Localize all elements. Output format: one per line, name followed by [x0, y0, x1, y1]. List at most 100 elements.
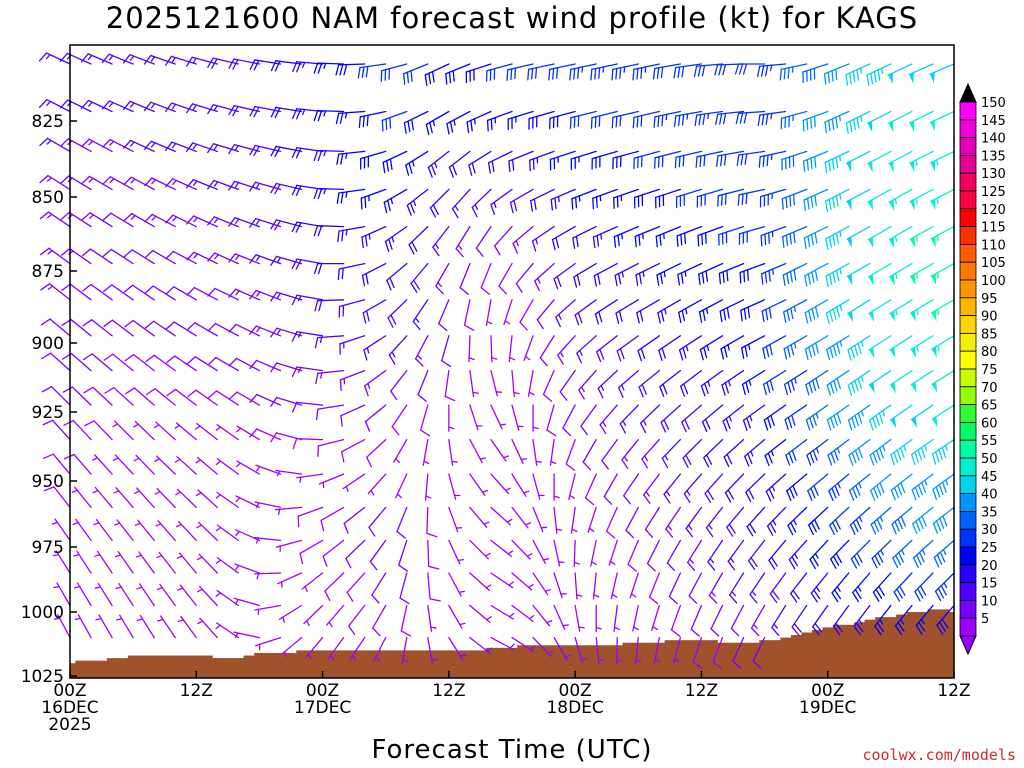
- wind-barb: [102, 176, 134, 191]
- wind-barb: [867, 110, 892, 133]
- surface-column: [369, 650, 382, 678]
- wind-barb: [534, 262, 555, 292]
- wind-barb: [448, 539, 464, 565]
- wind-barb: [850, 539, 871, 569]
- wind-barb: [73, 550, 92, 574]
- wind-barb: [846, 225, 871, 248]
- wind-barb: [468, 335, 475, 363]
- wind-barb: [114, 551, 134, 574]
- wind-barb: [427, 572, 441, 602]
- wind-barb: [752, 636, 766, 669]
- wind-barb: [315, 369, 345, 385]
- wind-barb: [427, 150, 450, 178]
- wind-barb: [486, 110, 513, 132]
- wind-barb: [736, 150, 766, 166]
- wind-barb: [627, 539, 639, 572]
- wind-barb: [867, 188, 892, 211]
- wind-barb: [471, 188, 492, 218]
- wind-barb: [40, 283, 71, 301]
- wind-barb: [144, 320, 176, 337]
- wind-barb: [868, 335, 892, 359]
- wind-barb: [591, 150, 618, 170]
- wind-barb: [249, 217, 282, 228]
- plot-area-frame: [69, 44, 955, 679]
- wind-barb: [932, 473, 955, 500]
- wind-barb: [317, 438, 345, 457]
- wind-barb: [463, 299, 475, 331]
- wind-barb: [412, 299, 429, 331]
- surface-column: [70, 663, 76, 678]
- surface-column: [759, 640, 771, 678]
- wind-barb: [448, 572, 465, 597]
- wind-barb: [195, 489, 218, 509]
- wind-barb: [641, 438, 660, 469]
- x-tick-label: 19DEC: [799, 698, 856, 718]
- y-tick-label: 975: [32, 538, 64, 558]
- wind-barb: [784, 404, 808, 431]
- wind-barb: [685, 506, 703, 538]
- colorbar-swatch: [959, 297, 977, 316]
- wind-barb: [847, 404, 871, 431]
- wind-barb: [888, 225, 913, 249]
- wind-barb: [253, 572, 282, 580]
- wind-barb: [574, 299, 597, 326]
- wind-barb: [249, 359, 282, 372]
- wind-barb: [475, 225, 492, 257]
- colorbar-swatch: [959, 600, 977, 619]
- wind-barb: [804, 262, 829, 287]
- colorbar-label: 105: [981, 256, 1006, 271]
- wind-barb: [656, 262, 682, 286]
- wind-barb: [432, 225, 450, 257]
- wind-barb: [572, 225, 597, 249]
- wind-barb: [578, 369, 597, 400]
- surface-column: [422, 650, 434, 678]
- wind-barb: [824, 63, 850, 85]
- wind-barb: [532, 506, 548, 533]
- wind-barb: [270, 362, 303, 373]
- wind-barb: [92, 454, 113, 475]
- wind-barb: [490, 404, 507, 430]
- wind-barb: [122, 54, 155, 65]
- wind-barb: [207, 179, 240, 191]
- wind-barb: [615, 299, 639, 324]
- wind-barb: [756, 63, 787, 78]
- wind-barb: [741, 369, 766, 396]
- wind-barb: [845, 63, 871, 86]
- wind-barb: [614, 262, 639, 287]
- wind-barb: [83, 386, 113, 406]
- wind-barb: [611, 63, 639, 81]
- x-tick-label: 00Z: [53, 681, 86, 701]
- wind-barb: [104, 387, 134, 406]
- wind-barb: [361, 262, 387, 287]
- wind-barb: [195, 456, 218, 475]
- wind-barb: [207, 287, 240, 301]
- surface-column: [433, 650, 445, 678]
- y-tick-label: 1000: [21, 603, 64, 623]
- wind-barb: [632, 110, 660, 129]
- wind-barb: [933, 539, 955, 568]
- wind-barb: [313, 262, 345, 275]
- wind-barb: [632, 604, 639, 632]
- wind-barb: [503, 299, 513, 326]
- wind-barb: [480, 262, 492, 295]
- surface-column: [243, 655, 255, 678]
- wind-barb: [782, 262, 808, 286]
- wind-barb: [590, 110, 618, 129]
- surface-column: [485, 647, 497, 678]
- wind-barb: [633, 150, 660, 170]
- wind-barb: [207, 356, 240, 372]
- wind-barb: [931, 335, 955, 358]
- wind-barb: [498, 262, 513, 295]
- wind-barb: [562, 404, 576, 437]
- y-tick-label: 900: [32, 334, 64, 354]
- wind-barb: [830, 539, 850, 569]
- wind-barb: [870, 473, 892, 501]
- wind-barb: [613, 225, 639, 248]
- colorbar-swatch: [959, 457, 977, 477]
- wind-barb: [853, 604, 871, 636]
- credit-link[interactable]: coolwx.com/models: [862, 746, 1016, 764]
- wind-barb: [368, 506, 387, 537]
- wind-barb: [674, 150, 703, 169]
- wind-barb: [40, 318, 71, 337]
- colorbar-swatch: [959, 261, 977, 281]
